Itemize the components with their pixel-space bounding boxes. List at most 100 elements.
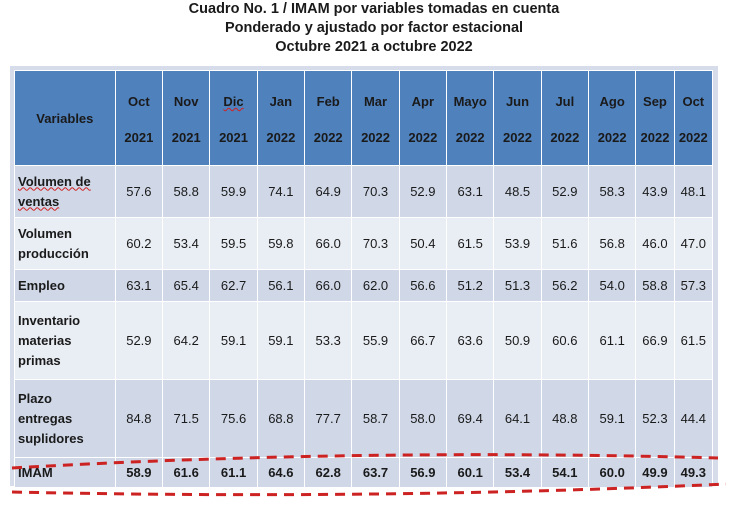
table-cell: 66.0: [304, 217, 353, 270]
row-label-line: primas: [18, 352, 61, 368]
column-header: Dic 2021: [209, 70, 258, 166]
table-cell: 64.6: [256, 457, 306, 488]
table-cell: 56.2: [540, 269, 590, 302]
table-cell: 55.9: [351, 301, 400, 380]
row-label-line: Volumen de: [18, 173, 91, 189]
table-cell: 71.5: [162, 379, 211, 458]
column-year: 2022: [597, 130, 627, 145]
column-header: Mar 2022: [351, 70, 400, 166]
table-cell: 58.3: [587, 165, 637, 218]
column-header: Oct 2021: [114, 70, 164, 166]
table-cell: 62.7: [209, 269, 258, 302]
table-cell: 62.0: [351, 269, 400, 302]
column-year: 2022: [550, 130, 580, 145]
table-cell: 49.3: [673, 457, 714, 488]
column-year: 2022: [266, 130, 296, 145]
column-month: Oct: [682, 94, 705, 109]
table-cell: 68.8: [256, 379, 306, 458]
column-header: Feb 2022: [304, 70, 353, 166]
row-label-line: producción: [18, 245, 89, 261]
row-label-line: Volumen: [18, 225, 72, 241]
table-cell: 51.2: [446, 269, 495, 302]
table-cell: 53.3: [304, 301, 353, 380]
table-cell: 64.9: [304, 165, 353, 218]
table-cell: 63.6: [446, 301, 495, 380]
table-cell: 70.3: [351, 165, 400, 218]
column-month: Jun: [505, 94, 530, 109]
column-month: Jul: [555, 94, 575, 109]
table-cell: 52.9: [114, 301, 164, 380]
table-cell: 58.8: [162, 165, 211, 218]
column-header: Jun 2022: [493, 70, 542, 166]
table-cell: 65.4: [162, 269, 211, 302]
table-cell: 63.7: [351, 457, 400, 488]
column-header: Sep 2022: [635, 70, 675, 166]
table-cell: 60.6: [540, 301, 590, 380]
table-cell: 53.4: [493, 457, 542, 488]
table-cell: 63.1: [114, 269, 164, 302]
column-header: Jul 2022: [540, 70, 590, 166]
title-line-1: Cuadro No. 1 / IMAM por variables tomada…: [188, 1, 560, 17]
table-cell: 74.1: [256, 165, 306, 218]
row-label: Plazo entregas suplidores: [14, 379, 116, 458]
table-cell: 59.8: [256, 217, 306, 270]
table-cell: 59.1: [209, 301, 258, 380]
table-cell: 58.7: [351, 379, 400, 458]
column-month: Apr: [411, 94, 435, 109]
table-cell: 56.9: [398, 457, 448, 488]
row-label: IMAM: [14, 457, 116, 488]
column-month: Ago: [599, 94, 625, 109]
title-line-3: Octubre 2021 a octubre 2022: [275, 39, 473, 55]
column-month: Jan: [269, 94, 293, 109]
table-cell: 58.9: [114, 457, 164, 488]
table-cell: 44.4: [673, 379, 714, 458]
table-cell: 59.5: [209, 217, 258, 270]
table-cell: 46.0: [635, 217, 675, 270]
table-cell: 75.6: [209, 379, 258, 458]
table-cell: 51.3: [493, 269, 542, 302]
table-cell: 60.2: [114, 217, 164, 270]
table-cell: 59.1: [587, 379, 637, 458]
column-month: Mayo: [453, 94, 487, 109]
table-cell: 70.3: [351, 217, 400, 270]
table-cell: 66.9: [635, 301, 675, 380]
header-variables: Variables: [14, 70, 116, 166]
row-label: Volumen de ventas: [14, 165, 116, 218]
table-row: Volumen de ventas 57.6 58.8 59.9 74.1 64.9 70.3…: [14, 165, 714, 218]
column-header: Oct 2022: [673, 70, 714, 166]
table-cell: 66.7: [398, 301, 448, 380]
table-cell: 53.9: [493, 217, 542, 270]
table-cell: 77.7: [304, 379, 353, 458]
table-cell: 50.4: [398, 217, 448, 270]
table-cell: 56.8: [587, 217, 637, 270]
column-header: Nov 2021: [162, 70, 211, 166]
column-year: 2022: [455, 130, 485, 145]
column-month: Feb: [316, 94, 340, 109]
table-cell: 57.3: [673, 269, 714, 302]
row-label-line: IMAM: [18, 464, 53, 480]
table-cell: 59.1: [256, 301, 306, 380]
row-label-line: Plazo: [18, 390, 52, 406]
table-cell: 58.0: [398, 379, 448, 458]
imam-row: IMAM 58.9 61.6 61.1 64.6 62.8 63.7 56.9 60.1 53.4…: [14, 457, 714, 488]
table-cell: 63.1: [446, 165, 495, 218]
row-label-line: Empleo: [18, 277, 65, 293]
table-cell: 61.5: [673, 301, 714, 380]
row-label-line: suplidores: [18, 430, 84, 446]
table-cell: 48.8: [540, 379, 590, 458]
table-title: Cuadro No. 1 / IMAM por variables tomada…: [0, 0, 748, 57]
table-cell: 54.1: [540, 457, 590, 488]
table-cell: 53.4: [162, 217, 211, 270]
row-label-line: Inventario: [18, 312, 81, 328]
table-cell: 50.9: [493, 301, 542, 380]
table-row: Inventario materias primas 52.9 64.2 59.1 59.1…: [14, 301, 714, 380]
table-cell: 61.1: [587, 301, 637, 380]
row-label: Volumen producción: [14, 217, 116, 270]
table-row: Empleo 63.1 65.4 62.7 56.1 66.0 62.0 56.6 51.2 51…: [14, 269, 714, 302]
table-cell: 52.9: [540, 165, 590, 218]
table-cell: 56.1: [256, 269, 306, 302]
table-row: Plazo entregas suplidores 84.8 71.5 75.6 68.8 7…: [14, 379, 714, 458]
column-header: Apr 2022: [398, 70, 448, 166]
table-cell: 48.5: [493, 165, 542, 218]
imam-table: Variables Oct 2021 Nov 2021 Dic 2021 Jan 202…: [14, 70, 714, 488]
